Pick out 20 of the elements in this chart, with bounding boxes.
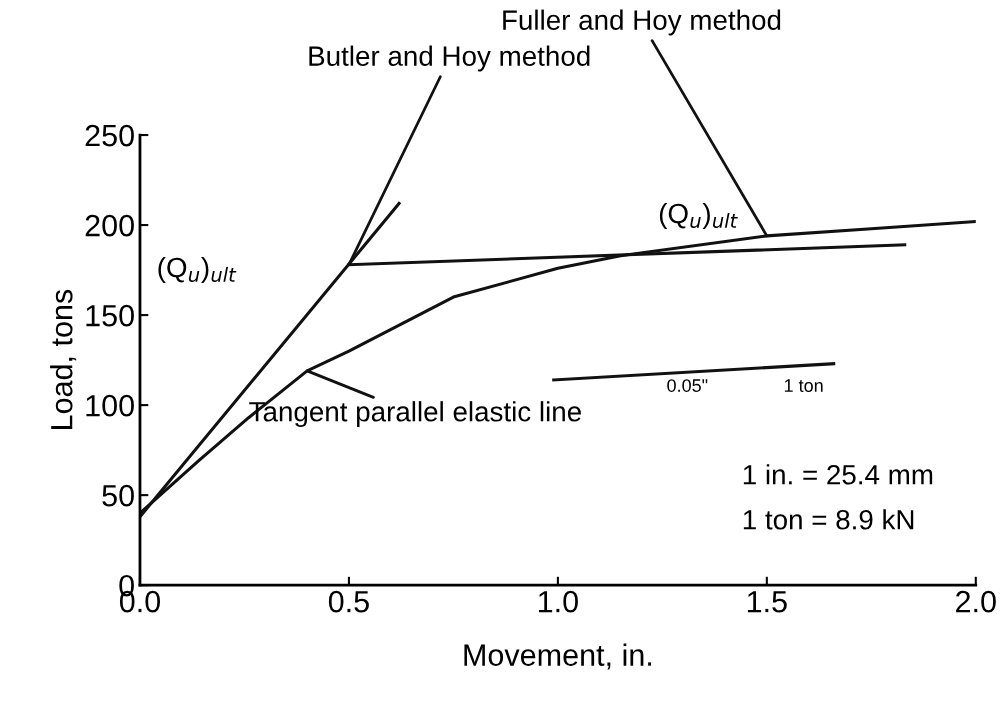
annotation: 1 ton = 8.9 kN xyxy=(743,509,914,530)
annotation: Tangent parallel elastic line xyxy=(249,401,581,428)
y-tick-label: 250 xyxy=(85,124,134,147)
x-tick-label: 1.0 xyxy=(538,590,578,613)
annotation: Fuller and Hoy method xyxy=(503,9,781,36)
x-tick-label: 1.5 xyxy=(747,591,787,613)
y-tick-label: 200 xyxy=(85,214,134,237)
annotation: 1 in. = 25.4 mm xyxy=(743,464,933,485)
annotation: 1 ton xyxy=(784,379,823,392)
y-tick-label: 100 xyxy=(86,394,134,417)
x-axis-title: Movement, in. xyxy=(464,643,652,670)
annotation: Butler and Hoy method xyxy=(309,45,590,72)
y-tick-label: 150 xyxy=(86,304,134,327)
annotation: 0.05" xyxy=(667,379,708,392)
y-axis-title: Load, tons xyxy=(50,289,77,429)
annotation: (Q$_{u}$)$_{ult}$ xyxy=(158,257,237,283)
y-tick-label: 50 xyxy=(102,484,134,507)
annotation: (Q$_{u}$)$_{ult}$ xyxy=(659,203,738,229)
x-tick-label: 0.5 xyxy=(328,590,369,613)
x-tick-label: 2.0 xyxy=(956,590,996,613)
